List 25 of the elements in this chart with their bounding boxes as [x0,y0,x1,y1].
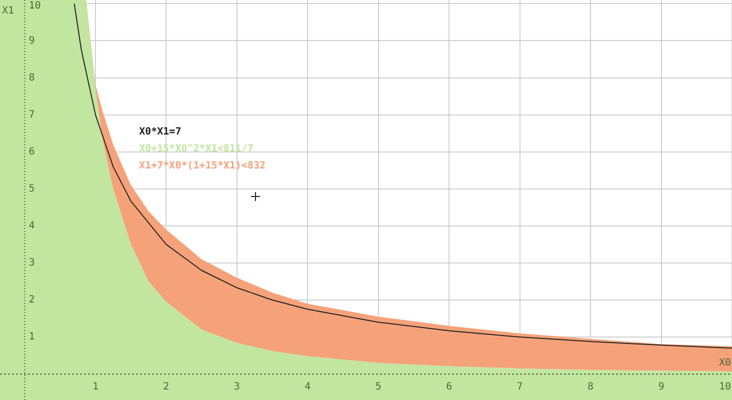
x-tick-label: 5 [375,382,382,393]
x-tick-label: 2 [163,382,170,393]
text: X0*X1=7 [139,126,182,138]
y-axis-title: X1 [2,6,14,17]
y-tick-label: 1 [28,332,35,343]
y-tick-label: 10 [28,0,41,12]
text: X0+15*X0^2*X1<811/7 [139,144,254,155]
y-tick-label: 7 [28,109,35,120]
x-tick-label: 10 [718,382,732,393]
y-tick-label: 8 [28,72,35,84]
y-tick-label: 2 [28,294,35,306]
y-tick-label: 5 [28,183,35,194]
x-tick-label: 8 [588,382,594,393]
x-tick-label: 9 [658,382,664,393]
x-tick-label: 3 [234,382,240,393]
y-tick-label: 9 [28,35,35,46]
x-tick-label: 6 [446,382,452,393]
x-tick-label: 1 [92,382,98,393]
x-tick-label: 7 [516,382,523,393]
y-tick-label: 4 [28,220,35,232]
series-label: X1+7*X0*(1+15*X1)<832 [139,160,266,172]
x-tick-label: 4 [304,382,311,393]
y-tick-label: 6 [28,146,35,158]
x-axis-title: X0 [718,358,731,369]
y-tick-label: 3 [28,258,35,269]
